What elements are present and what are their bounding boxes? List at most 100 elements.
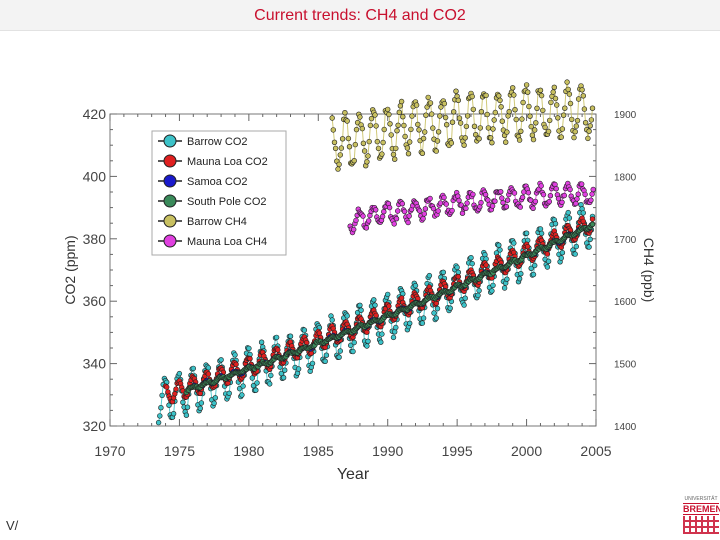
y-tick-label: 380 [83, 231, 107, 247]
data-point [464, 113, 471, 119]
data-point [198, 400, 205, 406]
data-point [183, 412, 190, 418]
data-point [588, 117, 595, 123]
data-point [267, 381, 273, 387]
data-point [338, 145, 345, 151]
data-point [434, 138, 441, 144]
data-point [586, 244, 592, 250]
x-axis-title: Year [337, 466, 370, 483]
data-point [421, 211, 427, 217]
data-point [249, 375, 256, 381]
data-point [470, 106, 476, 113]
data-point [417, 208, 423, 214]
data-point [335, 166, 341, 172]
data-point [448, 140, 455, 146]
data-point [542, 124, 548, 131]
data-point [357, 302, 363, 308]
data-point [540, 191, 547, 198]
data-point [497, 97, 503, 104]
data-point [547, 193, 554, 199]
data-point [351, 158, 357, 164]
data-point [587, 123, 593, 129]
data-point [437, 113, 443, 119]
data-point [538, 183, 544, 189]
data-point [440, 269, 446, 275]
data-point [518, 271, 524, 277]
data-point [395, 122, 401, 129]
data-point [461, 142, 467, 148]
data-point [405, 151, 412, 157]
data-point [426, 272, 433, 279]
university-logo: UNIVERSITÄT BREMEN [683, 496, 720, 536]
data-point [564, 79, 570, 85]
data-point [275, 347, 281, 353]
legend-marker [163, 154, 177, 168]
legend: Barrow CO2 Mauna Loa CO2 Samoa CO2 South Po… [151, 130, 287, 256]
data-point [581, 106, 588, 112]
legend-item: Barrow CO2 [158, 134, 248, 148]
data-point [435, 208, 441, 214]
data-point [379, 331, 385, 337]
x-tick-label: 2005 [580, 443, 611, 459]
data-point [559, 199, 565, 206]
data-point [538, 230, 545, 237]
data-point [503, 204, 510, 210]
data-point [402, 133, 408, 140]
data-point [498, 189, 504, 195]
data-point [361, 148, 368, 154]
data-point [441, 194, 447, 201]
data-point [530, 205, 536, 212]
data-point [190, 365, 197, 372]
data-point [429, 111, 435, 117]
data-point [485, 125, 492, 131]
data-point [478, 108, 485, 115]
data-point [253, 387, 259, 393]
data-point [365, 338, 371, 344]
data-point [449, 119, 456, 125]
x-tick-label: 1985 [303, 443, 334, 459]
data-point [393, 216, 400, 222]
data-point [287, 333, 294, 339]
data-point [159, 392, 165, 399]
data-point [295, 366, 302, 372]
data-point [532, 198, 539, 205]
data-point [258, 339, 265, 345]
data-point [240, 383, 246, 389]
data-point [587, 236, 593, 243]
data-point [469, 260, 475, 267]
data-point [573, 123, 579, 129]
x-tick-label: 1980 [233, 443, 264, 459]
data-point [158, 405, 164, 411]
data-point [518, 128, 524, 135]
y2-axis-title: CH4 (ppb) [641, 238, 657, 303]
data-point [180, 399, 186, 405]
y2-tick-label: 1800 [614, 172, 637, 183]
data-point [471, 123, 478, 130]
data-point [407, 139, 413, 145]
data-point [574, 196, 580, 202]
data-point [350, 348, 356, 355]
data-point [345, 135, 352, 142]
data-point [523, 230, 530, 236]
data-point [552, 95, 559, 102]
data-point [393, 145, 399, 152]
data-point [442, 114, 449, 121]
data-point [380, 139, 386, 146]
data-point [406, 213, 412, 219]
data-point [342, 109, 348, 116]
data-point [268, 372, 274, 379]
data-point [550, 89, 556, 95]
data-point [401, 122, 407, 129]
data-point [589, 191, 595, 197]
data-point [568, 116, 575, 123]
data-point [363, 225, 370, 231]
y-tick-label: 360 [83, 293, 107, 309]
data-point [360, 140, 367, 147]
data-point [393, 324, 399, 331]
data-point [546, 198, 552, 205]
y2-tick-label: 1900 [614, 110, 637, 121]
data-point [401, 208, 408, 215]
data-point [490, 282, 496, 289]
data-point [336, 354, 342, 360]
y-axis-title: CO2 (ppm) [62, 235, 78, 304]
